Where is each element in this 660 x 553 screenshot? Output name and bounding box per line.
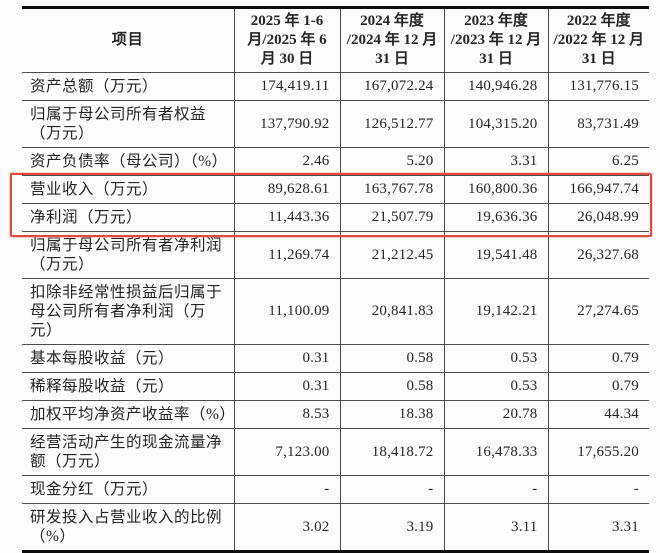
cell-value: 0.31: [234, 344, 341, 373]
row-label: 归属于母公司所有者权益（万元）: [22, 100, 235, 148]
cell-value: 21,507.79: [340, 203, 445, 232]
cell-value: 160,800.36: [444, 175, 549, 204]
table-row: 基本每股收益（元） 0.31 0.58 0.53 0.79: [22, 344, 649, 373]
financial-highlights-table: 项目 2025 年 1-6 月/2025 年 6 月 30 日 2024 年度 …: [22, 6, 649, 553]
cell-value: 26,327.68: [548, 231, 649, 279]
row-label: 加权平均净资产收益率（%）: [22, 400, 235, 429]
col-header-item: 项目: [22, 7, 235, 73]
cell-value: 3.31: [444, 147, 549, 176]
col-header-period-2022: 2022 年度 /2022 年 12 月 31 日: [548, 7, 649, 73]
cell-value: 0.31: [234, 372, 341, 401]
table-row: 营业收入（万元） 89,628.61 163,767.78 160,800.36 166…: [22, 175, 649, 204]
row-label: 营业收入（万元）: [22, 175, 235, 204]
cell-value: 44.34: [548, 400, 649, 429]
cell-value: 8.53: [234, 400, 341, 429]
table-header: 项目 2025 年 1-6 月/2025 年 6 月 30 日 2024 年度 …: [22, 7, 649, 73]
cell-value: 18.38: [340, 400, 445, 429]
table-row: 归属于母公司所有者权益（万元） 137,790.92 126,512.77 104,3…: [22, 100, 649, 148]
cell-value: 16,478.33: [444, 428, 549, 476]
col-header-period-2024: 2024 年度 /2024 年 12 月 31 日: [340, 7, 445, 73]
cell-value: 0.58: [340, 372, 445, 401]
cell-value: 2.46: [234, 147, 341, 176]
col-header-period-2023: 2023 年度 /2023 年 12 月 31 日: [444, 7, 549, 73]
table-row: 净利润（万元） 11,443.36 21,507.79 19,636.36 26,048…: [22, 203, 649, 232]
cell-value: 131,776.15: [548, 72, 649, 101]
cell-value: -: [548, 475, 649, 504]
cell-value: 0.53: [444, 372, 549, 401]
cell-value: 174,419.11: [234, 72, 341, 101]
row-label: 经营活动产生的现金流量净额（万元）: [22, 428, 235, 476]
table-row: 稀释每股收益（元） 0.31 0.58 0.53 0.79: [22, 372, 649, 401]
row-label: 现金分红（万元）: [22, 475, 235, 504]
row-label: 扣除非经常性损益后归属于母公司所有者净利润（万元）: [22, 278, 235, 345]
cell-value: 3.19: [340, 503, 445, 552]
cell-value: 126,512.77: [340, 100, 445, 148]
cell-value: 89,628.61: [234, 175, 341, 204]
row-label: 基本每股收益（元）: [22, 344, 235, 373]
row-label: 净利润（万元）: [22, 203, 235, 232]
cell-value: 19,142.21: [444, 278, 549, 345]
cell-value: 137,790.92: [234, 100, 341, 148]
row-label: 研发投入占营业收入的比例（%）: [22, 503, 235, 552]
cell-value: -: [340, 475, 445, 504]
cell-value: 19,636.36: [444, 203, 549, 232]
cell-value: 0.58: [340, 344, 445, 373]
table-body: 资产总额（万元） 174,419.11 167,072.24 140,946.28 13…: [22, 72, 649, 552]
cell-value: 140,946.28: [444, 72, 549, 101]
table-row: 归属于母公司所有者净利润（万元） 11,269.74 21,212.45 19,541…: [22, 231, 649, 279]
cell-value: -: [444, 475, 549, 504]
cell-value: 83,731.49: [548, 100, 649, 148]
table-row: 资产总额（万元） 174,419.11 167,072.24 140,946.28 13…: [22, 72, 649, 101]
col-header-period-2025: 2025 年 1-6 月/2025 年 6 月 30 日: [234, 7, 341, 73]
row-label: 归属于母公司所有者净利润（万元）: [22, 231, 235, 279]
cell-value: 11,269.74: [234, 231, 341, 279]
cell-value: 7,123.00: [234, 428, 341, 476]
cell-value: 5.20: [340, 147, 445, 176]
cell-value: 11,100.09: [234, 278, 341, 345]
cell-value: 19,541.48: [444, 231, 549, 279]
cell-value: 104,315.20: [444, 100, 549, 148]
table-row: 资产负债率（母公司）（%） 2.46 5.20 3.31 6.25: [22, 147, 649, 176]
table-row: 扣除非经常性损益后归属于母公司所有者净利润（万元） 11,100.09 20,841…: [22, 278, 649, 345]
cell-value: 20.78: [444, 400, 549, 429]
cell-value: 17,655.20: [548, 428, 649, 476]
header-row: 项目 2025 年 1-6 月/2025 年 6 月 30 日 2024 年度 …: [22, 7, 649, 73]
cell-value: 166,947.74: [548, 175, 649, 204]
cell-value: 20,841.83: [340, 278, 445, 345]
cell-value: 21,212.45: [340, 231, 445, 279]
cell-value: 27,274.65: [548, 278, 649, 345]
cell-value: -: [234, 475, 341, 504]
cell-value: 26,048.99: [548, 203, 649, 232]
cell-value: 3.31: [611, 518, 639, 535]
cell-value: 3.02: [234, 503, 341, 552]
cell-value: 6.25: [548, 147, 649, 176]
financial-table-wrapper: 项目 2025 年 1-6 月/2025 年 6 月 30 日 2024 年度 …: [10, 6, 652, 553]
cell-value: 0.53: [444, 344, 549, 373]
cell-value: 167,072.24: [340, 72, 445, 101]
cell-value: 18,418.72: [340, 428, 445, 476]
row-label: 资产负债率（母公司）（%）: [22, 147, 235, 176]
cell-value: 0.79: [548, 344, 649, 373]
cell-value: 11,443.36: [234, 203, 341, 232]
row-label: 稀释每股收益（元）: [22, 372, 235, 401]
table-row: 研发投入占营业收入的比例（%） 3.02 3.19 3.11 3.31: [22, 503, 649, 552]
cell-value: 163,767.78: [340, 175, 445, 204]
table-row: 现金分红（万元） - - - -: [22, 475, 649, 504]
cell-value: 3.11: [444, 503, 549, 552]
table-row: 加权平均净资产收益率（%） 8.53 18.38 20.78 44.34: [22, 400, 649, 429]
table-row: 经营活动产生的现金流量净额（万元） 7,123.00 18,418.72 16,478…: [22, 428, 649, 476]
row-label: 资产总额（万元）: [22, 72, 235, 101]
cell-value: 0.79: [548, 372, 649, 401]
